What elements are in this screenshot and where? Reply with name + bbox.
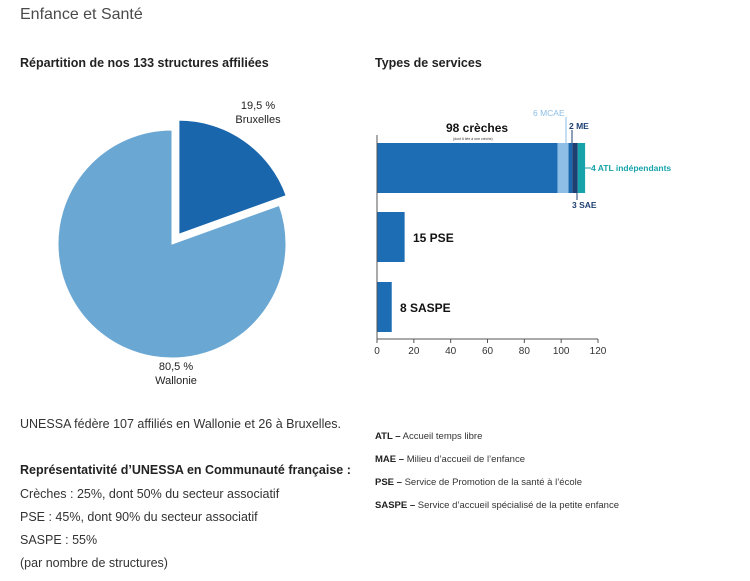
x-tick-label: 80 <box>519 346 531 357</box>
pie-value-bruxelles: 19,5 % <box>240 100 276 112</box>
summary-text: UNESSA fédère 107 affiliés en Wallonie e… <box>20 417 342 431</box>
bar-segment-me <box>568 143 573 193</box>
pie-slice-bruxelles <box>178 119 287 235</box>
bar-label-creches: 98 crèches <box>446 121 508 135</box>
bar-segment-pse <box>377 212 405 262</box>
bar-segment-atl-ind-pendants <box>577 143 586 193</box>
legend-saspe: SASPE – Service d’accueil spécialisé de … <box>375 500 619 511</box>
segment-label-atl: 4 ATL indépendants <box>591 163 671 173</box>
bar-label-saspe: 8 SASPE <box>400 301 451 315</box>
segment-label-mcae: 6 MCAE <box>533 108 565 118</box>
legend-mae: MAE – Milieu d’accueil de l’enfance <box>375 454 525 465</box>
bar-chart-title: Types de services <box>375 56 482 70</box>
pie-label-wallonie: 80,5 % Wallonie <box>146 360 206 388</box>
legend-text-atl: Accueil temps libre <box>402 431 483 442</box>
segment-label-sae: 3 SAE <box>572 200 597 210</box>
legend-text-saspe: Service d’accueil spécialisé de la petit… <box>417 500 619 511</box>
x-tick-label: 0 <box>374 346 380 357</box>
legend-text-mae: Milieu d’accueil de l’enfance <box>406 454 525 465</box>
pie-chart-title: Répartition de nos 133 structures affili… <box>20 56 269 70</box>
bar-sublabel-creches: (dont 6 liée à une crèche) <box>453 137 493 141</box>
x-tick-label: 60 <box>482 346 494 357</box>
representativity-line-pse: PSE : 45%, dont 90% du secteur associati… <box>20 510 258 524</box>
bar-segment-mcae <box>557 143 569 193</box>
legend-pse: PSE – Service de Promotion de la santé à… <box>375 477 582 488</box>
legend-atl: ATL – Accueil temps libre <box>375 431 482 442</box>
legend-abbr-atl: ATL – <box>375 431 401 442</box>
pie-label-bruxelles: 19,5 % Bruxelles <box>228 99 288 127</box>
x-tick-label: 40 <box>445 346 457 357</box>
bar-chart: 0 20 40 60 80 100 120 98 crèches (dont 6 liée … <box>374 108 671 357</box>
representativity-line-creches: Crèches : 25%, dont 50% du secteur assoc… <box>20 487 280 501</box>
bar-segment-saspe <box>377 282 392 332</box>
pie-slice-wallonie <box>57 129 287 359</box>
pie-value-wallonie: 80,5 % <box>158 361 194 373</box>
pie-chart <box>57 119 287 359</box>
x-tick-label: 120 <box>590 346 607 357</box>
legend-abbr-mae: MAE – <box>375 454 405 465</box>
representativity-heading: Représentativité d’UNESSA en Communauté … <box>20 463 351 477</box>
bar-segment-cr-ches <box>377 143 558 193</box>
x-tick-label: 20 <box>408 346 420 357</box>
bar-label-pse: 15 PSE <box>413 231 454 245</box>
legend-abbr-saspe: SASPE – <box>375 500 416 511</box>
representativity-line-saspe: SASPE : 55% <box>20 533 98 547</box>
legend-abbr-pse: PSE – <box>375 477 402 488</box>
pie-name-wallonie: Wallonie <box>155 375 197 387</box>
x-tick-label: 100 <box>553 346 570 357</box>
page-title: Enfance et Santé <box>20 6 143 23</box>
legend-text-pse: Service de Promotion de la santé à l’éco… <box>404 477 583 488</box>
bar-segment-sae <box>572 143 578 193</box>
representativity-note: (par nombre de structures) <box>20 556 168 570</box>
pie-name-bruxelles: Bruxelles <box>235 114 281 126</box>
segment-label-me: 2 ME <box>569 121 589 131</box>
